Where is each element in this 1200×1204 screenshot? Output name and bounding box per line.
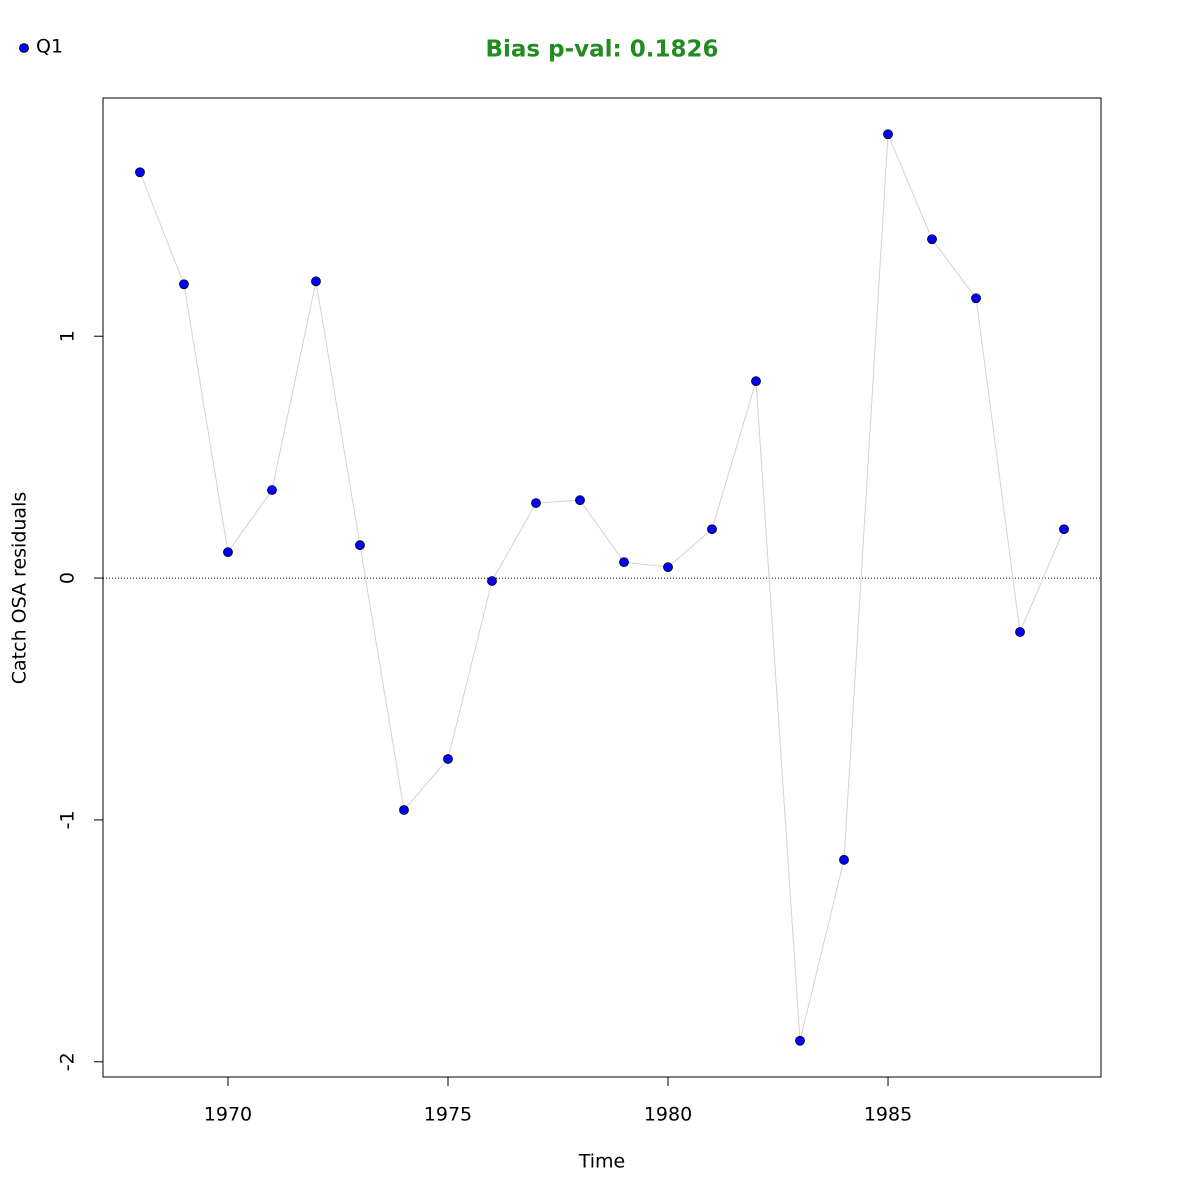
point (707, 524, 717, 535)
legend-label: Q1 (36, 36, 63, 58)
legend-marker (19, 43, 29, 53)
point (135, 167, 145, 178)
point (1015, 627, 1025, 637)
y-axis-label: Catch OSA residuals (9, 492, 31, 684)
x-tick-label: 1975 (424, 1104, 472, 1126)
point (927, 234, 937, 245)
point (267, 485, 277, 495)
y-tick-label: -2 (57, 1052, 79, 1071)
x-tick-label: 1970 (204, 1104, 252, 1126)
point (663, 562, 673, 573)
point (223, 547, 233, 558)
point (179, 279, 189, 290)
point (575, 495, 585, 506)
chart-title: Bias p-val: 0.1826 (486, 37, 719, 63)
series-line (139, 134, 1065, 1041)
y-tick-label: -1 (57, 810, 79, 829)
point (619, 557, 629, 568)
point (751, 376, 761, 387)
point (443, 754, 453, 764)
y-tick-label: 1 (57, 330, 79, 342)
point (487, 576, 497, 586)
x-tick-label: 1980 (644, 1104, 692, 1126)
x-tick-label: 1985 (864, 1104, 912, 1126)
x-axis-label: Time (578, 1151, 626, 1173)
point (399, 805, 409, 815)
y-tick-label: 0 (57, 572, 79, 584)
point (795, 1035, 805, 1046)
point (883, 129, 893, 140)
point (971, 293, 981, 304)
point (355, 540, 365, 551)
point (311, 276, 321, 287)
point (531, 498, 541, 508)
plot-box (102, 97, 1102, 1078)
point (1059, 524, 1069, 535)
point (839, 854, 849, 865)
